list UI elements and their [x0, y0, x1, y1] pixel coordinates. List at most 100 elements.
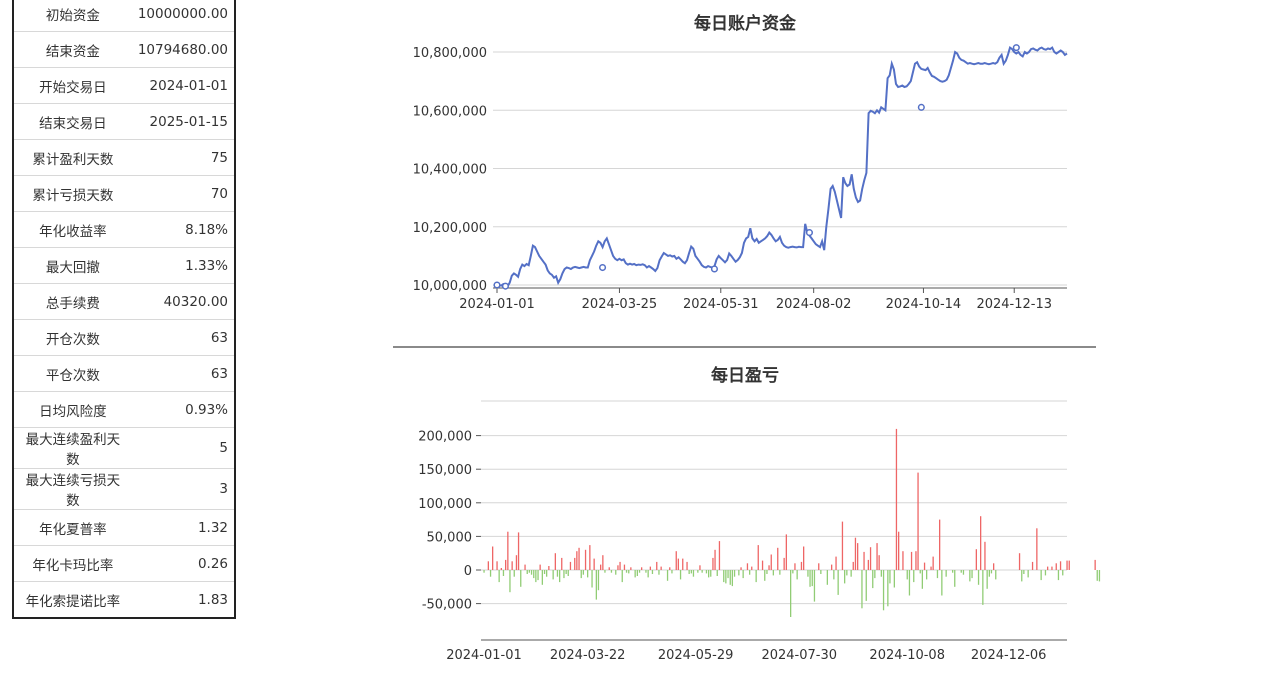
- pnl-bar: [483, 570, 485, 573]
- pnl-bar: [593, 558, 595, 570]
- pnl-bar: [520, 570, 522, 587]
- pnl-bar: [666, 570, 669, 581]
- pnl-bar: [809, 570, 811, 587]
- pnl-bar: [625, 570, 628, 573]
- pnl-bar: [818, 563, 820, 570]
- pnl-bar: [906, 570, 908, 580]
- pnl-bar: [548, 566, 550, 570]
- pnl-bar: [1031, 561, 1034, 570]
- stats-row: 年化索提诺比率 1.83: [13, 582, 235, 619]
- pnl-bar: [1040, 570, 1042, 581]
- pnl-bar: [511, 561, 513, 570]
- stat-label: 年化收益率: [13, 211, 132, 248]
- balance-line: [497, 45, 1068, 288]
- pnl-bar: [952, 570, 954, 573]
- pnl-bar: [954, 570, 956, 587]
- pnl-bar: [502, 570, 505, 576]
- stats-row: 累计盈利天数 75: [13, 139, 235, 176]
- stat-label: 平仓次数: [13, 355, 132, 392]
- pnl-bar: [1051, 566, 1053, 570]
- pnl-bar: [740, 567, 742, 570]
- pnl-bar: [800, 561, 803, 570]
- pnl-bar: [671, 570, 673, 574]
- stat-value: 0.93%: [131, 391, 235, 428]
- pnl-bar: [615, 570, 617, 575]
- pnl-bar: [764, 570, 766, 581]
- pnl-bar: [841, 521, 844, 570]
- y-tick-label: 10,400,000: [413, 163, 487, 178]
- pnl-bar: [895, 428, 898, 570]
- pnl-bar: [496, 561, 498, 570]
- x-tick-label: 2024-08-02: [776, 297, 852, 312]
- y-tick-label: 10,200,000: [413, 221, 487, 236]
- pnl-bar: [977, 570, 980, 585]
- stats-row: 开始交易日 2024-01-01: [13, 67, 235, 104]
- pnl-bar: [807, 570, 809, 577]
- stats-row: 日均风险度 0.93%: [13, 391, 235, 428]
- pnl-bar: [1057, 570, 1060, 581]
- pnl-bar: [921, 570, 923, 589]
- y-tick-label: 10,000,000: [413, 279, 487, 294]
- stat-label: 最大连续盈利天数: [13, 427, 132, 469]
- stats-row: 累计亏损天数 70: [13, 175, 235, 212]
- pnl-bar: [846, 570, 848, 576]
- stat-value: 10794680.00: [131, 31, 235, 68]
- stat-value: 2024-01-01: [131, 67, 235, 104]
- pnl-bar: [574, 557, 576, 570]
- pnl-bar: [889, 570, 891, 584]
- stat-value: 40320.00: [131, 283, 235, 320]
- pnl-bar: [962, 570, 965, 575]
- stat-label: 总手续费: [13, 283, 132, 320]
- pnl-bar: [498, 570, 500, 583]
- pnl-bar: [723, 570, 725, 583]
- x-tick-label: 2024-10-08: [869, 648, 945, 663]
- pnl-bar: [675, 551, 677, 570]
- pnl-bar: [576, 551, 578, 570]
- pnl-bar: [908, 570, 911, 596]
- stats-table: 初始资金 10000000.00 结束资金 10794680.00 开始交易日 2024-…: [12, 0, 236, 619]
- stat-value: 75: [131, 139, 235, 176]
- pnl-bar: [1098, 570, 1101, 582]
- pnl-bar: [878, 555, 880, 570]
- stat-label: 结束交易日: [13, 103, 132, 140]
- y-tick-label: -50,000: [422, 598, 472, 613]
- pnl-bar: [1023, 570, 1025, 574]
- pnl-bar: [587, 570, 589, 578]
- pnl-bar: [917, 472, 919, 570]
- pnl-bar: [578, 547, 580, 570]
- pnl-bar: [617, 565, 619, 570]
- pnl-bar: [919, 570, 921, 574]
- pnl-bar: [546, 570, 548, 577]
- pnl-bar: [893, 570, 895, 588]
- pnl-bar: [872, 570, 874, 589]
- pnl-bar: [600, 564, 602, 570]
- pnl-bar: [945, 570, 947, 577]
- pnl-bar: [867, 559, 869, 570]
- stats-row: 结束交易日 2025-01-15: [13, 103, 235, 140]
- pnl-bar: [1059, 561, 1062, 570]
- stat-label: 最大回撤: [13, 247, 132, 284]
- pnl-bar: [898, 531, 900, 570]
- pnl-bar: [656, 561, 658, 570]
- pnl-bar: [582, 570, 584, 575]
- pnl-bar: [628, 570, 630, 574]
- pnl-bar: [589, 545, 591, 570]
- pnl-bar: [597, 570, 600, 591]
- stat-value: 63: [131, 319, 235, 356]
- pnl-bar: [936, 570, 939, 579]
- stats-row: 最大连续盈利天数 5: [13, 427, 235, 469]
- data-point-marker: [805, 229, 813, 237]
- pnl-bar: [852, 561, 854, 570]
- pnl-bar: [902, 551, 904, 570]
- pnl-bar: [727, 570, 729, 579]
- pnl-bar: [725, 570, 727, 584]
- pnl-bar: [509, 570, 511, 593]
- stat-value: 63: [131, 355, 235, 392]
- pnl-bar: [757, 545, 759, 570]
- pnl-bar: [513, 570, 515, 577]
- pnl-bar: [621, 570, 623, 583]
- pnl-bar: [861, 570, 863, 609]
- stat-value: 8.18%: [131, 211, 235, 248]
- pnl-bar: [1062, 570, 1064, 576]
- stats-row: 平仓次数 63: [13, 355, 235, 392]
